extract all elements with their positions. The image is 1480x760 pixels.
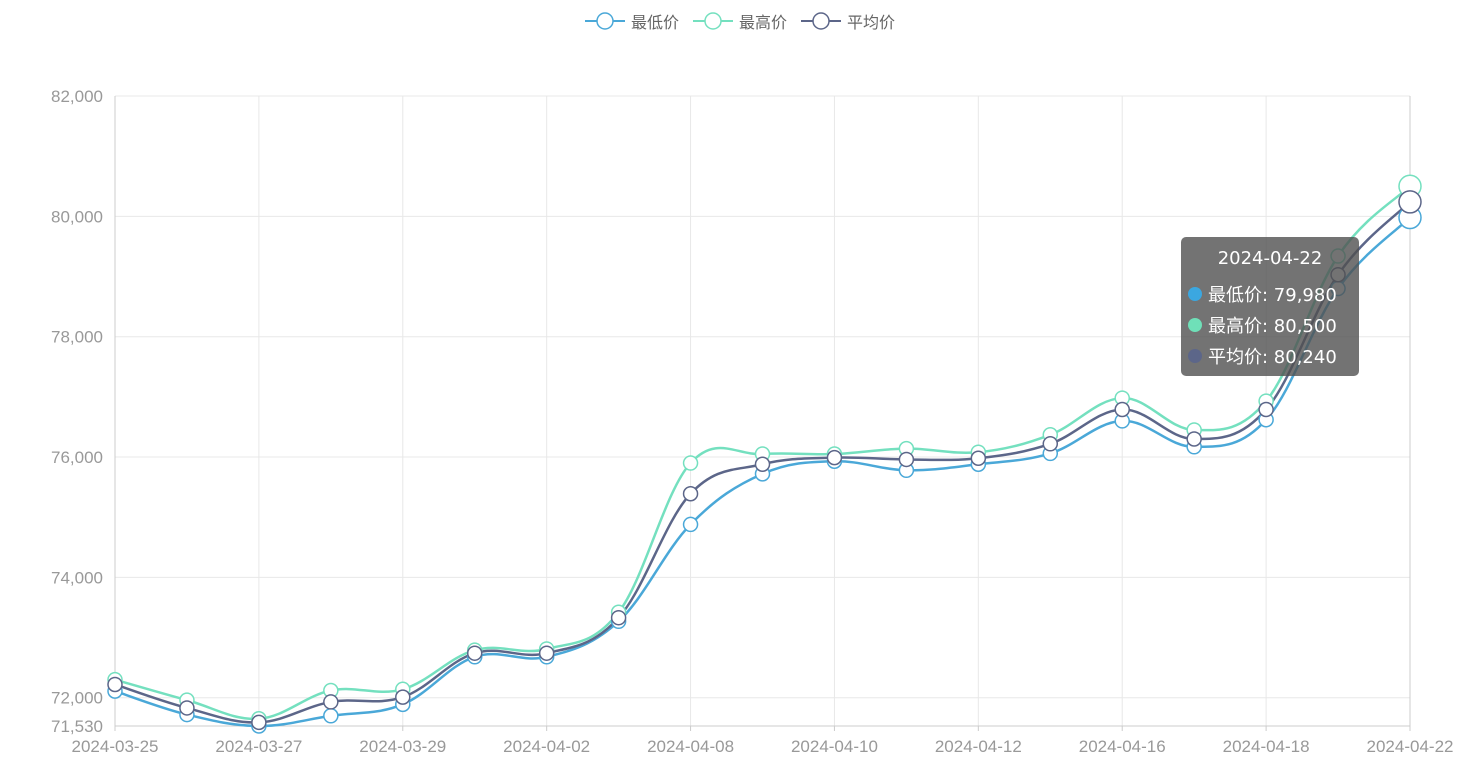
tooltip-row-max-price: 最高价: 80,500 <box>1188 312 1337 338</box>
x-tick-label: 2024-03-25 <box>72 737 159 756</box>
tooltip-max-price-marker <box>1188 318 1202 332</box>
chart-gridlines <box>114 95 1411 726</box>
x-tick-label: 2024-04-12 <box>935 737 1022 756</box>
x-tick-label: 2024-04-22 <box>1367 737 1454 756</box>
tooltip-date: 2024-04-22 <box>1217 248 1323 269</box>
point-avg-price[interactable] <box>610 609 627 626</box>
point-min-price[interactable] <box>682 516 699 533</box>
point-avg-price[interactable] <box>1114 401 1130 418</box>
point-min-price[interactable] <box>323 708 339 724</box>
chart-legend: 最低价 最高价 平均价 <box>0 8 1480 34</box>
x-tick-label: 2024-03-29 <box>359 737 446 756</box>
point-avg-price[interactable] <box>323 694 339 710</box>
legend-item-max-price[interactable]: 最高价 <box>692 9 787 33</box>
point-avg-price[interactable] <box>107 676 123 693</box>
point-avg-price[interactable] <box>682 485 699 502</box>
y-tick-label: 82,000 <box>51 87 103 106</box>
point-avg-price[interactable] <box>251 714 267 731</box>
point-avg-price[interactable] <box>826 449 843 466</box>
point-avg-price[interactable] <box>970 450 987 466</box>
legend-avg-price-icon <box>801 12 841 30</box>
tooltip-row-avg-price: 平均价: 80,240 <box>1188 343 1337 369</box>
point-avg-price[interactable] <box>754 456 771 473</box>
y-tick-label: 76,000 <box>51 448 103 467</box>
legend-label-min-price: 最低价 <box>630 13 679 32</box>
tooltip-max-price-text: 最高价: 80,500 <box>1208 316 1337 337</box>
point-avg-price[interactable] <box>1258 401 1274 418</box>
x-tick-label: 2024-04-10 <box>791 737 878 756</box>
tooltip-min-price-text: 最低价: 79,980 <box>1208 285 1337 306</box>
point-avg-price[interactable] <box>466 645 483 661</box>
y-tick-label: 78,000 <box>51 328 103 347</box>
point-avg-price[interactable] <box>1042 436 1059 452</box>
chart-tooltip: 2024-04-22 最低价: 79,980 最高价: 80,500 平均价: … <box>1181 237 1359 376</box>
legend-label-avg-price: 平均价 <box>847 13 896 32</box>
y-tick-label: 74,000 <box>51 568 103 587</box>
point-avg-price[interactable] <box>1186 431 1202 447</box>
x-tick-label: 2024-03-27 <box>215 737 302 756</box>
tooltip-min-price-marker <box>1188 287 1202 301</box>
y-tick-label: 80,000 <box>51 207 103 226</box>
tooltip-row-min-price: 最低价: 79,980 <box>1188 281 1337 307</box>
tooltip-avg-price-marker <box>1188 349 1202 363</box>
point-avg-price[interactable] <box>1398 190 1422 214</box>
point-avg-price[interactable] <box>538 645 555 661</box>
point-avg-price[interactable] <box>395 689 411 705</box>
chart-points[interactable] <box>107 174 1422 734</box>
legend-max-price-icon <box>692 12 733 30</box>
x-tick-label: 2024-04-08 <box>647 737 734 756</box>
legend-label-max-price: 最高价 <box>738 13 787 32</box>
legend-min-price-icon <box>584 12 625 30</box>
x-tick-label: 2024-04-16 <box>1079 737 1166 756</box>
point-max-price[interactable] <box>682 455 699 471</box>
point-avg-price[interactable] <box>179 700 195 716</box>
x-tick-label: 2024-04-18 <box>1223 737 1310 756</box>
x-tick-label: 2024-04-02 <box>503 737 590 756</box>
chart-axes: 72,000 74,000 76,000 78,000 80,000 82,000 71,5… <box>51 87 1453 756</box>
legend-item-min-price[interactable]: 最低价 <box>584 9 679 33</box>
tooltip-avg-price-text: 平均价: 80,240 <box>1208 347 1337 368</box>
y-min-label: 71,530 <box>51 717 103 736</box>
legend-item-avg-price[interactable]: 平均价 <box>801 9 895 33</box>
y-tick-label: 72,000 <box>51 689 103 708</box>
point-avg-price[interactable] <box>898 451 915 468</box>
